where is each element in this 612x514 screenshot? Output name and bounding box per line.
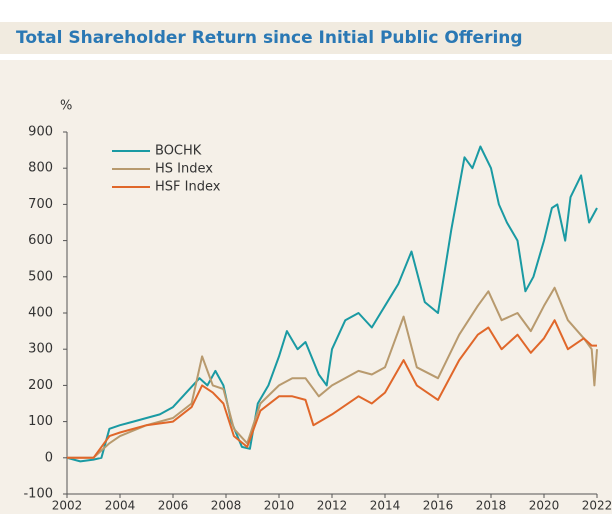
x-tick-label: 2006 bbox=[158, 499, 189, 513]
x-tick-label: 2018 bbox=[476, 499, 507, 513]
y-tick-label: 300 bbox=[28, 342, 53, 357]
series-line bbox=[67, 319, 597, 459]
y-tick-label: 600 bbox=[28, 233, 53, 248]
y-tick-label: 700 bbox=[28, 197, 53, 212]
x-tick-label: 2022 bbox=[582, 499, 612, 513]
y-axis-label: % bbox=[60, 99, 72, 114]
legend-label: BOCHK bbox=[155, 144, 202, 159]
legend-label: HSF Index bbox=[155, 180, 221, 195]
y-tick-label: 200 bbox=[28, 378, 53, 393]
y-tick-label: 800 bbox=[28, 161, 53, 176]
x-tick-label: 2012 bbox=[317, 499, 348, 513]
series-line bbox=[66, 145, 598, 463]
x-tick-label: 2002 bbox=[52, 499, 83, 513]
y-tick-label: 400 bbox=[28, 306, 53, 321]
x-tick-label: 2010 bbox=[264, 499, 295, 513]
x-tick-label: 2014 bbox=[370, 499, 401, 513]
y-tick-label: -100 bbox=[23, 487, 53, 502]
title-band bbox=[0, 22, 612, 54]
legend-label: HS Index bbox=[155, 162, 213, 177]
y-tick-label: 900 bbox=[28, 125, 53, 140]
chart-title: Total Shareholder Return since Initial P… bbox=[16, 28, 523, 48]
y-tick-label: 500 bbox=[28, 269, 53, 284]
x-tick-label: 2008 bbox=[211, 499, 242, 513]
x-tick-label: 2004 bbox=[105, 499, 136, 513]
series-line bbox=[67, 286, 598, 459]
chart-bg bbox=[0, 60, 612, 514]
x-tick-label: 2016 bbox=[423, 499, 454, 513]
x-tick-label: 2020 bbox=[529, 499, 560, 513]
y-tick-label: 100 bbox=[28, 414, 53, 429]
y-tick-label: 0 bbox=[45, 450, 53, 465]
